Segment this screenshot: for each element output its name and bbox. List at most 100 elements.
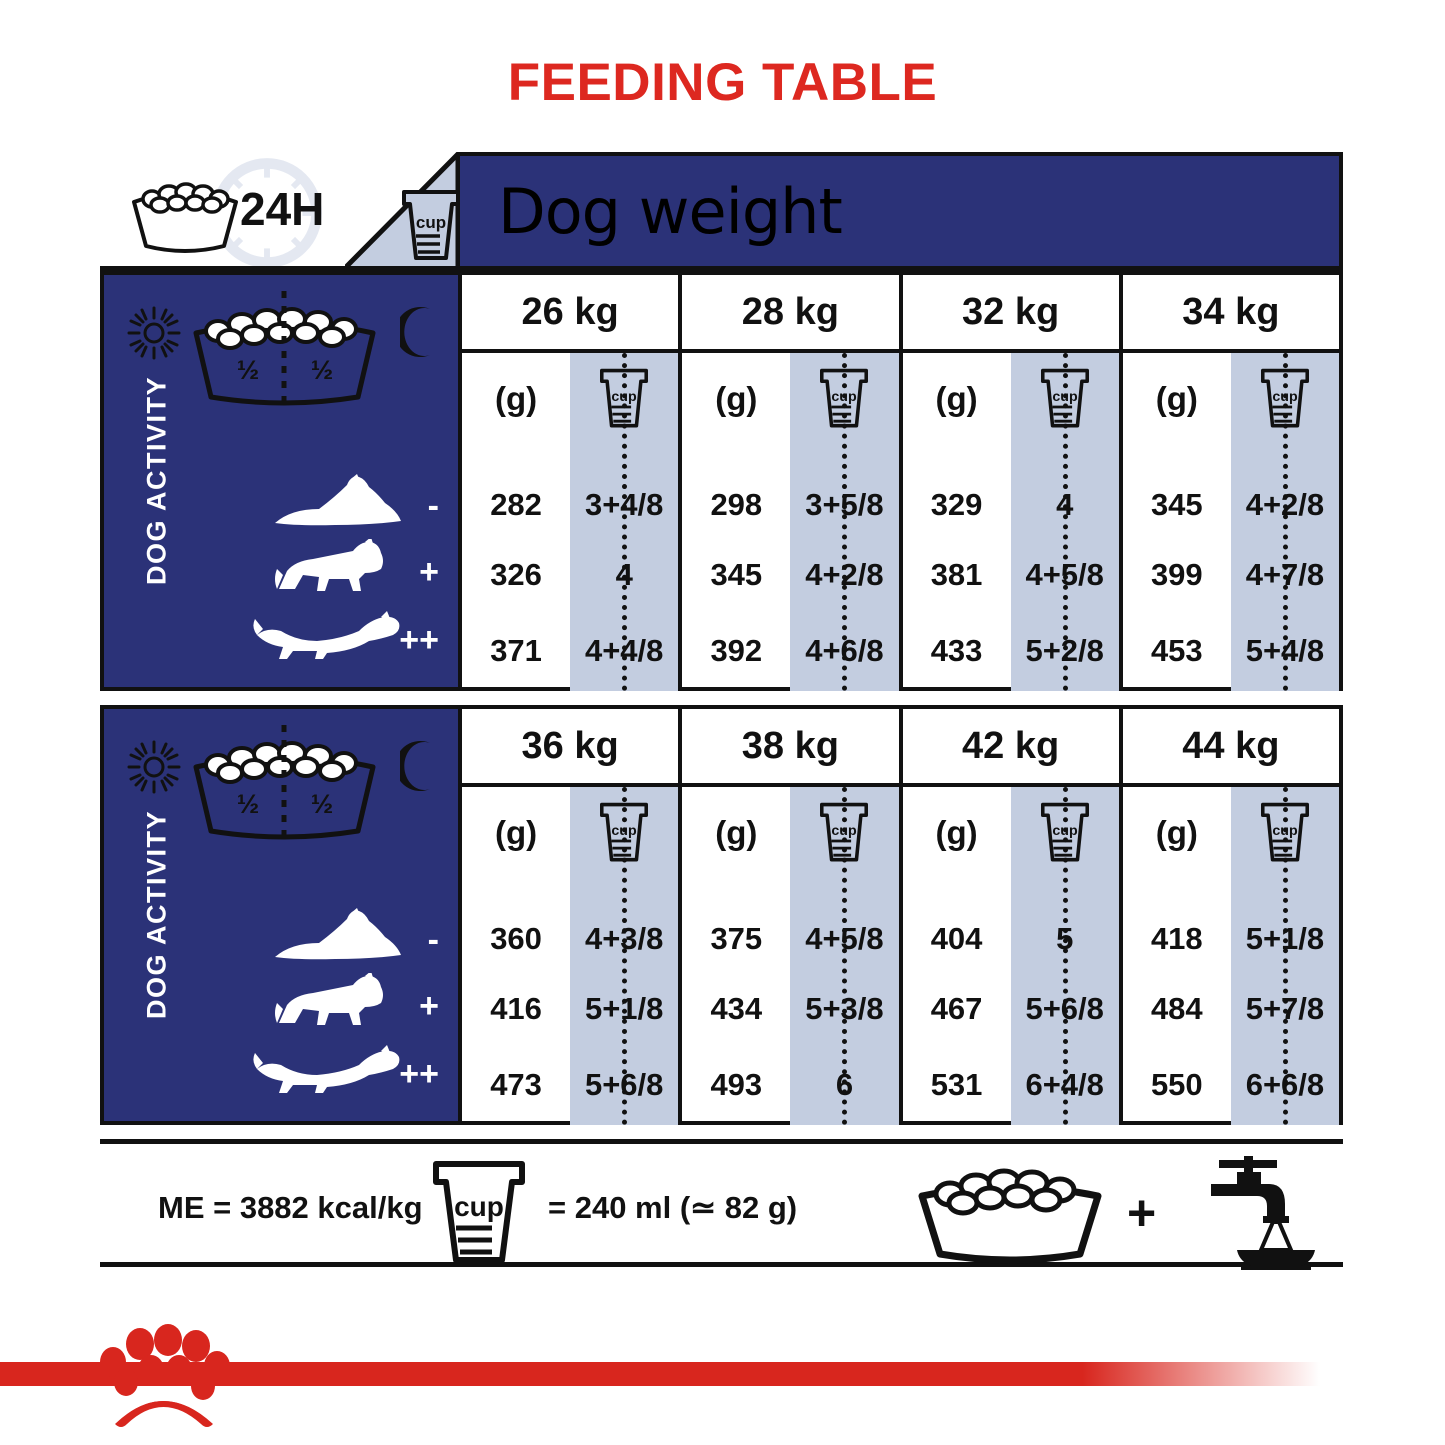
feeding-section-1: DOG ACTIVITY [100,271,1343,691]
top-banner: 24H cup Dog weight [100,152,1343,270]
activity-sign: ++ [399,621,439,659]
svg-text:cup: cup [454,1191,504,1222]
duration-label: 24H [240,183,325,235]
grams-unit-label: (g) [935,380,978,417]
weight-header: 42 kg [902,709,1119,787]
cups-subcolumn: cup 4+2/8 4+7/8 5+4/8 [1230,353,1339,691]
measuring-cup-icon: cup [402,190,460,260]
grams-subcolumn: (g) 345 399 453 [1123,353,1231,691]
activity-sign: + [419,553,439,591]
activity-sign: - [427,921,439,959]
weight-column: 32 kg (g) 329 381 433 cup 4 4+5/8 5+2/8 [902,271,1123,691]
plus-symbol: + [1127,1185,1157,1241]
grams-subcolumn: (g) 282 326 371 [462,353,570,691]
activity-sign: + [419,987,439,1025]
footer-notes: ME = 3882 kcal/kg cup = 240 ml (≃ 82 g) … [100,1139,1343,1270]
weight-column: 26 kg (g) 282 326 371 cup 3+4/8 4 4+4/8 [458,271,683,691]
svg-text:½: ½ [237,789,260,819]
cup-equivalence-text: = 240 ml (≃ 82 g) [548,1190,798,1225]
activity-level-low: - [189,905,439,961]
dog-running-icon [253,1045,400,1093]
weight-header: 26 kg [462,275,679,353]
dotted-divider [842,787,848,1125]
dog-weight-label: Dog weight [498,174,843,248]
grams-unit-label: (g) [1155,814,1198,851]
grams-unit-label: (g) [935,814,978,851]
weight-column: 42 kg (g) 404 467 531 cup 5 5+6/8 6+4/8 [902,705,1123,1125]
grams-cell: 473 [490,1067,542,1102]
cups-subcolumn: cup 4+3/8 5+1/8 5+6/8 [570,787,679,1125]
weight-column-body: (g) 404 467 531 cup 5 5+6/8 6+4/8 [903,787,1119,1125]
svg-text:½: ½ [311,789,334,819]
grams-cell: 345 [710,557,763,592]
dotted-divider [1062,353,1068,691]
page-title: FEEDING TABLE [507,53,938,112]
dog-standing-icon [275,973,383,1025]
wedge-outline [345,152,460,270]
grams-cell: 404 [930,921,983,956]
grams-cell: 375 [710,921,763,956]
weight-column-body: (g) 375 434 493 cup 4+5/8 5+3/8 6 [682,787,899,1125]
grams-unit-label: (g) [715,380,758,417]
header-divider [100,266,1343,271]
grams-cell: 381 [930,557,983,592]
activity-sign: ++ [399,1055,439,1093]
weight-column-body: (g) 282 326 371 cup 3+4/8 4 4+4/8 [462,353,679,691]
grams-cell: 484 [1150,991,1203,1026]
weight-header: 44 kg [1122,709,1339,787]
weight-column-body: (g) 418 484 550 cup 5+1/8 5+7/8 6+6/8 [1123,787,1339,1125]
dog-activity-axis-label: DOG ACTIVITY [141,376,172,586]
weight-header: 36 kg [462,709,679,787]
activity-level-high: ++ [189,1039,439,1095]
svg-text:½: ½ [237,355,260,385]
grams-subcolumn: (g) 298 345 392 [682,353,790,691]
dotted-divider [622,787,628,1125]
weight-column: 44 kg (g) 418 484 550 cup 5+1/8 5+7/8 6+6/8 [1122,705,1343,1125]
dog-weight-header: Dog weight [460,152,1343,270]
weight-header: 28 kg [682,275,899,353]
activity-level-medium: + [189,971,439,1027]
dog-food-bowl-icon [918,1168,1102,1264]
cups-subcolumn: cup 4 4+5/8 5+2/8 [1010,353,1119,691]
dotted-divider [1282,353,1288,691]
dotted-divider [1062,787,1068,1125]
dog-running-icon [253,611,400,659]
weight-column-body: (g) 360 416 473 cup 4+3/8 5+1/8 5+6/8 [462,787,679,1125]
grams-unit-label: (g) [494,814,538,851]
weight-header: 34 kg [1122,275,1339,353]
cups-subcolumn: cup 5+1/8 5+7/8 6+6/8 [1230,787,1339,1125]
svg-text:½: ½ [311,355,334,385]
grams-cell: 326 [490,557,542,592]
dog-lying-icon [275,474,401,526]
moon-icon [400,307,430,357]
metabolisable-energy-text: ME = 3882 kcal/kg [158,1190,423,1225]
grams-cell: 392 [710,633,763,668]
weight-column: 36 kg (g) 360 416 473 cup 4+3/8 5+1/8 5+6/8 [458,705,683,1125]
grams-cell: 345 [1150,487,1203,522]
grams-subcolumn: (g) 418 484 550 [1123,787,1231,1125]
activity-level-medium: + [189,537,439,593]
weight-column: 28 kg (g) 298 345 392 cup 3+5/8 4+2/8 4+6/8 [682,271,903,691]
grams-cell: 531 [930,1067,983,1102]
dog-food-bowl-split-icon: ½ ½ [193,291,376,406]
cups-subcolumn: cup 3+4/8 4 4+4/8 [570,353,679,691]
grams-cell: 371 [490,633,542,668]
activity-level-low: - [189,471,439,527]
activity-sign: - [427,487,439,525]
royal-canin-crown-logo [100,1324,230,1427]
grams-cell: 282 [490,487,542,522]
dog-food-bowl-icon [132,182,238,253]
activity-sidebar: DOG ACTIVITY [100,271,458,691]
weight-column: 34 kg (g) 345 399 453 cup 4+2/8 4+7/8 5+4/8 [1122,271,1343,691]
weight-column: 38 kg (g) 375 434 493 cup 4+5/8 5+3/8 6 [682,705,903,1125]
grams-cell: 360 [490,921,542,956]
cups-subcolumn: cup 5 5+6/8 6+4/8 [1010,787,1119,1125]
grams-cell: 550 [1150,1067,1203,1102]
grams-cell: 418 [1150,921,1203,956]
sun-icon [127,740,181,794]
grams-unit-label: (g) [1155,380,1198,417]
grams-subcolumn: (g) 360 416 473 [462,787,570,1125]
activity-sidebar: DOG ACTIVITY [100,705,458,1125]
grams-subcolumn: (g) 404 467 531 [903,787,1011,1125]
